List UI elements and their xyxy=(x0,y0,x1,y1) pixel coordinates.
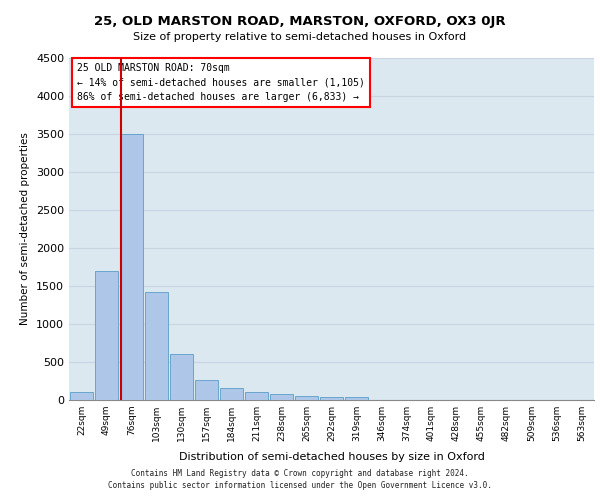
Bar xyxy=(70,392,93,400)
Bar xyxy=(295,396,318,400)
Bar xyxy=(270,394,293,400)
Bar xyxy=(220,388,243,400)
Text: Size of property relative to semi-detached houses in Oxford: Size of property relative to semi-detach… xyxy=(133,32,467,42)
Bar xyxy=(320,397,343,400)
Bar xyxy=(170,354,193,400)
Text: 25, OLD MARSTON ROAD, MARSTON, OXFORD, OX3 0JR: 25, OLD MARSTON ROAD, MARSTON, OXFORD, O… xyxy=(94,15,506,28)
Y-axis label: Number of semi-detached properties: Number of semi-detached properties xyxy=(20,132,31,325)
Bar xyxy=(245,392,268,400)
X-axis label: Distribution of semi-detached houses by size in Oxford: Distribution of semi-detached houses by … xyxy=(179,452,484,462)
Bar xyxy=(345,398,368,400)
Bar xyxy=(195,380,218,400)
Text: Contains HM Land Registry data © Crown copyright and database right 2024.
Contai: Contains HM Land Registry data © Crown c… xyxy=(108,468,492,490)
Text: 25 OLD MARSTON ROAD: 70sqm
← 14% of semi-detached houses are smaller (1,105)
86%: 25 OLD MARSTON ROAD: 70sqm ← 14% of semi… xyxy=(77,62,365,102)
Bar xyxy=(120,134,143,400)
Bar xyxy=(145,292,168,400)
Bar xyxy=(95,270,118,400)
